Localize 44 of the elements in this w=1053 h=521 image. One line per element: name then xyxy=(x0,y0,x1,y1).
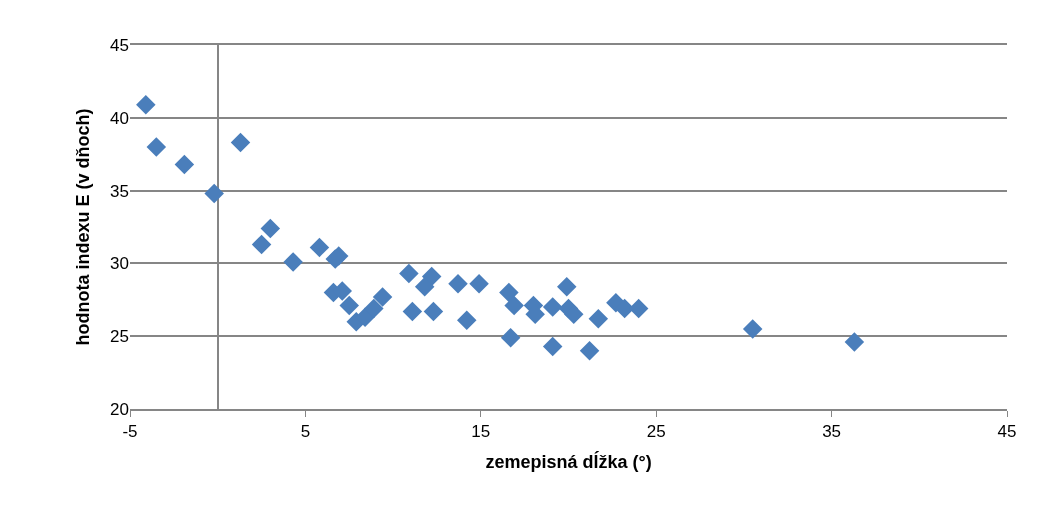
point xyxy=(844,332,865,352)
y-axis-title: hodnota indexu E (v dňoch) xyxy=(73,108,94,346)
point xyxy=(423,301,444,322)
x-tick-label: 45 xyxy=(997,422,1017,442)
x-tick-label: -5 xyxy=(122,422,138,442)
y-tick-label: 20 xyxy=(110,399,129,419)
point xyxy=(542,336,563,357)
point xyxy=(500,327,521,348)
point xyxy=(174,154,195,175)
y-tick-label: 40 xyxy=(110,108,129,128)
y-tick-label: 25 xyxy=(110,327,129,347)
point xyxy=(588,308,609,329)
x-axis-title: zemepisná dĺžka (°) xyxy=(485,451,652,472)
point xyxy=(260,218,281,239)
x-tick-label: 35 xyxy=(822,422,842,442)
point xyxy=(251,234,272,255)
x-tick-label: 15 xyxy=(471,422,491,442)
point xyxy=(457,310,477,330)
point xyxy=(339,295,359,316)
point xyxy=(309,237,330,258)
point xyxy=(542,297,563,317)
point xyxy=(742,319,763,339)
point xyxy=(204,183,224,204)
point xyxy=(146,137,167,157)
x-tick-label: 5 xyxy=(300,422,311,442)
point xyxy=(579,341,600,361)
point xyxy=(364,298,384,319)
point xyxy=(402,301,423,322)
point xyxy=(504,295,524,316)
point xyxy=(230,132,251,153)
point xyxy=(469,274,489,294)
x-tick-label: 25 xyxy=(646,422,666,442)
point xyxy=(283,252,303,272)
point xyxy=(557,276,577,297)
y-tick-label: 35 xyxy=(110,181,129,201)
point xyxy=(628,298,649,319)
y-tick-label: 30 xyxy=(110,254,129,274)
point xyxy=(372,287,393,307)
point xyxy=(448,274,468,294)
point xyxy=(414,276,435,297)
point xyxy=(399,263,419,284)
y-tick-label: 45 xyxy=(110,35,129,55)
point xyxy=(499,282,519,303)
point xyxy=(136,94,156,115)
